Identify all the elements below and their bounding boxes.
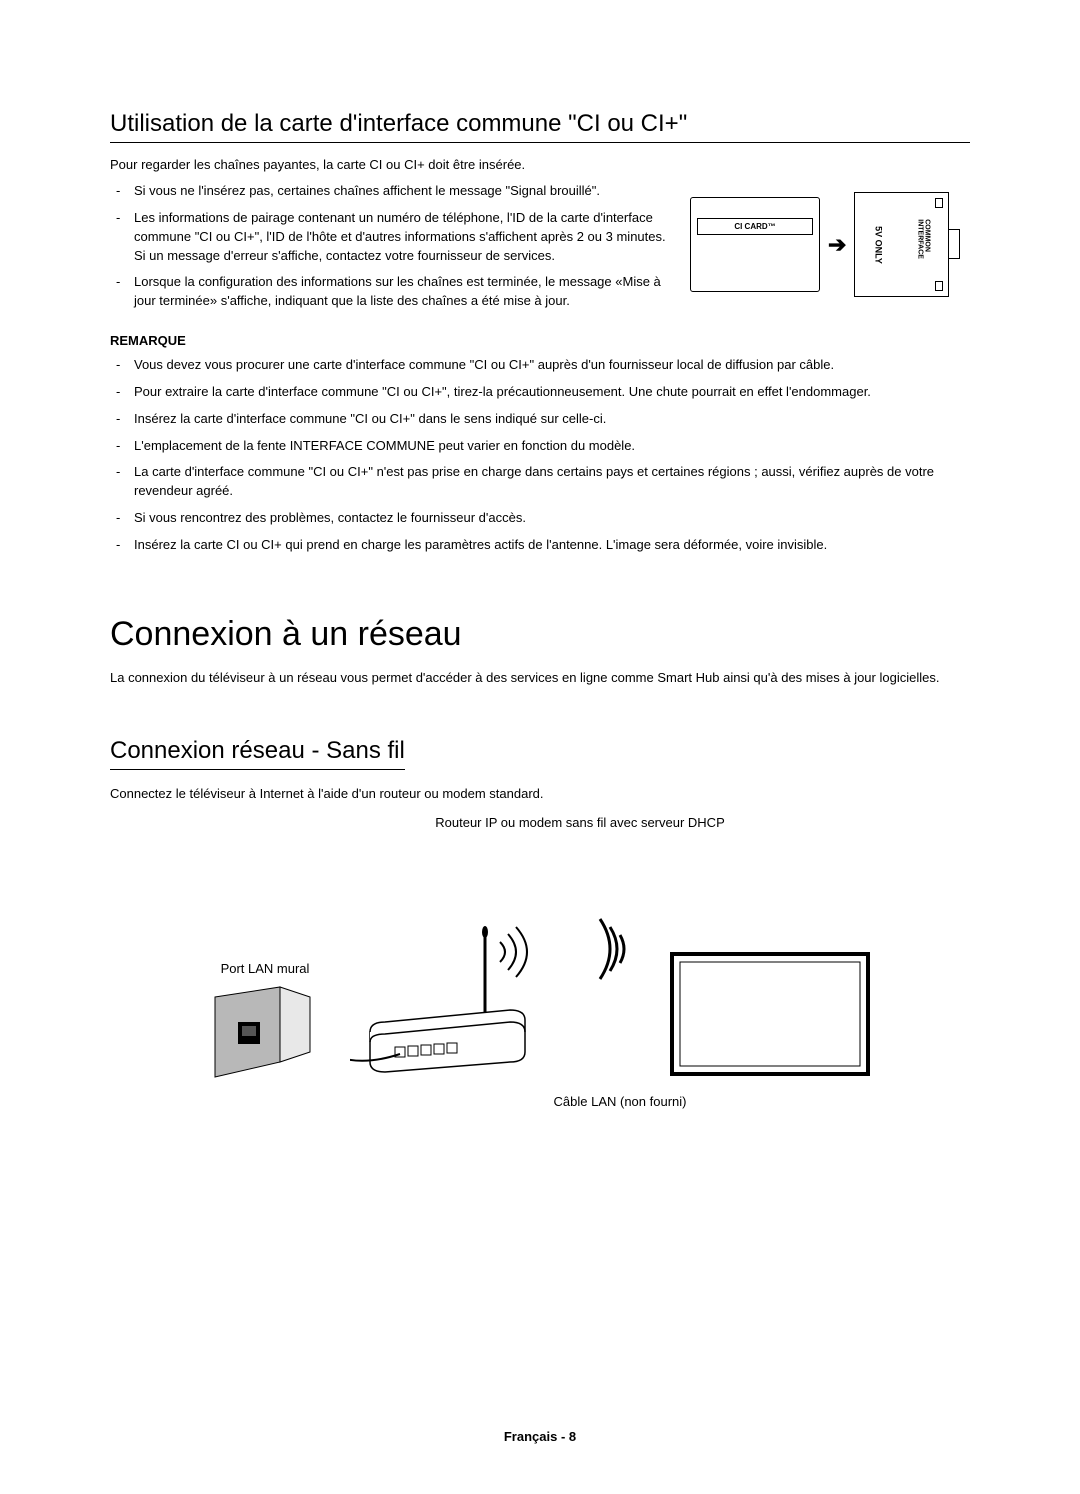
subsection-title-wifi: Connexion réseau - Sans fil [110, 737, 405, 770]
slot-voltage-label: 5V ONLY [873, 226, 883, 264]
arrow-icon: ➔ [828, 232, 846, 258]
wall-port-icon [210, 982, 320, 1082]
ci-card-label: CI CARD™ [697, 218, 813, 235]
network-body: La connexion du téléviseur à un réseau v… [110, 668, 970, 688]
note-bullet: Si vous rencontrez des problèmes, contac… [134, 509, 970, 528]
tv-block [670, 952, 870, 1082]
slot-opening-icon [948, 229, 960, 259]
ci-bullet: Les informations de pairage contenant un… [134, 209, 670, 266]
router-icon [350, 922, 550, 1082]
slot-notch-icon [935, 198, 943, 208]
ci-text-column: Si vous ne l'insérez pas, certaines chaî… [110, 182, 670, 319]
slot-notch-icon [935, 281, 943, 291]
note-bullet: Vous devez vous procurer une carte d'int… [134, 356, 970, 375]
main-heading-network: Connexion à un réseau [110, 615, 970, 654]
note-heading: REMARQUE [110, 333, 970, 348]
ci-card-diagram: CI CARD™ ➔ 5V ONLY COMMON INTERFACE [690, 192, 970, 297]
ci-card-icon: CI CARD™ [690, 197, 820, 292]
cable-label: Câble LAN (non fourni) [270, 1094, 970, 1109]
wall-port-block: Port LAN mural [210, 961, 320, 1082]
note-bullet: L'emplacement de la fente INTERFACE COMM… [134, 437, 970, 456]
wifi-body: Connectez le téléviseur à Internet à l'a… [110, 784, 970, 804]
wifi-diagram: Port LAN mural [110, 862, 970, 1082]
intro-text: Pour regarder les chaînes payantes, la c… [110, 157, 970, 172]
wall-port-label: Port LAN mural [221, 961, 310, 976]
router-block [350, 922, 550, 1082]
ci-bullet: Si vous ne l'insérez pas, certaines chaî… [134, 182, 670, 201]
slot-interface-label: COMMON INTERFACE [916, 219, 930, 271]
wifi-waves-icon [580, 909, 640, 996]
ci-bullet-list: Si vous ne l'insérez pas, certaines chaî… [110, 182, 670, 311]
wifi-diagram-wrapper: Routeur IP ou modem sans fil avec serveu… [110, 814, 970, 1109]
page-footer: Français - 8 [0, 1429, 1080, 1444]
note-bullet: Insérez la carte d'interface commune "CI… [134, 410, 970, 429]
ci-diagram-column: CI CARD™ ➔ 5V ONLY COMMON INTERFACE [690, 182, 970, 297]
ci-bullet: Lorsque la configuration des information… [134, 273, 670, 311]
note-bullet-list: Vous devez vous procurer une carte d'int… [110, 356, 970, 555]
ci-two-column: Si vous ne l'insérez pas, certaines chaî… [110, 182, 970, 319]
note-bullet: La carte d'interface commune "CI ou CI+"… [134, 463, 970, 501]
router-caption: Routeur IP ou modem sans fil avec serveu… [190, 814, 970, 832]
section-title-ci-card: Utilisation de la carte d'interface comm… [110, 110, 970, 143]
note-bullet: Pour extraire la carte d'interface commu… [134, 383, 970, 402]
tv-icon [670, 952, 870, 1082]
ci-slot-icon: 5V ONLY COMMON INTERFACE [854, 192, 949, 297]
note-bullet: Insérez la carte CI ou CI+ qui prend en … [134, 536, 970, 555]
